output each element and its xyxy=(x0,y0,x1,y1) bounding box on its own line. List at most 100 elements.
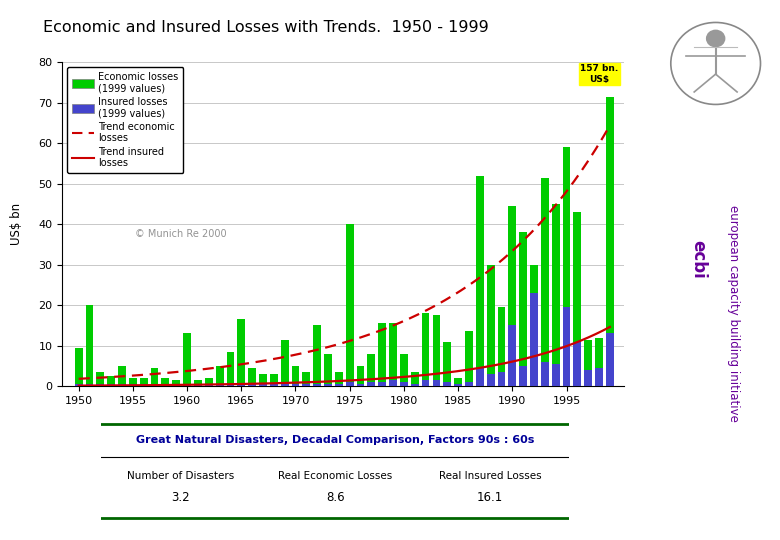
Bar xyxy=(389,380,397,386)
Bar xyxy=(226,352,234,386)
Bar xyxy=(498,307,505,386)
Bar xyxy=(140,384,147,386)
Text: © Munich Re 2000: © Munich Re 2000 xyxy=(136,229,227,239)
Bar xyxy=(86,305,94,386)
Legend: Economic losses
(1999 values), Insured losses
(1999 values), Trend economic
loss: Economic losses (1999 values), Insured l… xyxy=(67,67,183,173)
Bar xyxy=(595,338,603,386)
Bar xyxy=(454,384,462,386)
Bar xyxy=(378,323,386,386)
Bar xyxy=(606,97,614,386)
Bar xyxy=(97,372,105,386)
Bar xyxy=(476,368,484,386)
Bar xyxy=(151,384,158,386)
Bar xyxy=(183,333,191,386)
Bar xyxy=(335,372,342,386)
Bar xyxy=(270,374,278,386)
Bar xyxy=(248,368,256,386)
Bar xyxy=(292,384,300,386)
Bar xyxy=(129,378,136,386)
Bar xyxy=(487,374,495,386)
Bar xyxy=(400,382,408,386)
Bar xyxy=(216,384,224,386)
Bar xyxy=(411,384,419,386)
Bar xyxy=(465,382,473,386)
Bar xyxy=(584,370,592,386)
Bar xyxy=(335,384,342,386)
Bar xyxy=(433,380,441,386)
Bar xyxy=(509,325,516,386)
Bar xyxy=(433,315,441,386)
Bar xyxy=(237,384,245,386)
Text: Number of Disasters: Number of Disasters xyxy=(127,471,235,481)
Text: 157 bn.
US$: 157 bn. US$ xyxy=(580,64,619,84)
Y-axis label: US$ bn: US$ bn xyxy=(10,203,23,245)
Bar xyxy=(454,378,462,386)
Text: 3.2: 3.2 xyxy=(172,491,190,504)
Bar xyxy=(194,380,202,386)
Bar xyxy=(161,384,169,386)
Text: Great Natural Disasters, Decadal Comparison, Factors 90s : 60s: Great Natural Disasters, Decadal Compari… xyxy=(136,435,534,444)
Bar xyxy=(75,384,83,386)
Bar xyxy=(118,366,126,386)
Bar xyxy=(378,382,386,386)
Bar xyxy=(573,342,581,386)
Bar xyxy=(519,232,527,386)
Bar xyxy=(519,366,527,386)
Bar xyxy=(422,380,430,386)
Bar xyxy=(367,382,375,386)
Bar xyxy=(389,323,397,386)
Bar xyxy=(476,176,484,386)
Bar xyxy=(314,384,321,386)
Bar xyxy=(205,384,213,386)
Bar xyxy=(281,340,289,386)
Bar xyxy=(324,354,332,386)
Bar xyxy=(172,380,180,386)
Text: ecbi: ecbi xyxy=(689,240,707,279)
Bar xyxy=(303,372,310,386)
Bar xyxy=(270,384,278,386)
Text: 16.1: 16.1 xyxy=(477,491,503,504)
Bar xyxy=(118,384,126,386)
Text: Economic and Insured Losses with Trends.  1950 - 1999: Economic and Insured Losses with Trends.… xyxy=(43,20,488,35)
Bar xyxy=(151,368,158,386)
Bar xyxy=(183,384,191,386)
Circle shape xyxy=(706,30,725,48)
Text: 8.6: 8.6 xyxy=(326,491,345,504)
Text: european capacity building initiative: european capacity building initiative xyxy=(727,205,739,422)
Bar xyxy=(465,332,473,386)
Bar xyxy=(259,384,267,386)
Bar xyxy=(606,333,614,386)
Text: Real Insured Losses: Real Insured Losses xyxy=(438,471,541,481)
Bar xyxy=(216,366,224,386)
Bar xyxy=(108,376,115,386)
Bar xyxy=(346,382,353,386)
Bar xyxy=(443,342,451,386)
Bar xyxy=(161,378,169,386)
Bar xyxy=(97,384,105,386)
Bar xyxy=(443,382,451,386)
Bar xyxy=(573,212,581,386)
Bar xyxy=(248,384,256,386)
Bar xyxy=(303,384,310,386)
Bar xyxy=(237,319,245,386)
Bar xyxy=(259,374,267,386)
Bar xyxy=(314,325,321,386)
Bar xyxy=(108,384,115,386)
Bar xyxy=(551,364,559,386)
Bar xyxy=(400,354,408,386)
Bar xyxy=(541,362,549,386)
Bar xyxy=(584,340,592,386)
Bar xyxy=(498,372,505,386)
Bar xyxy=(530,265,538,386)
Bar xyxy=(562,147,570,386)
Bar xyxy=(509,206,516,386)
Bar xyxy=(411,372,419,386)
Bar xyxy=(324,384,332,386)
Bar xyxy=(205,378,213,386)
Bar xyxy=(356,366,364,386)
Bar xyxy=(346,224,353,386)
Bar xyxy=(541,178,549,386)
Bar xyxy=(595,368,603,386)
Bar xyxy=(530,293,538,386)
Bar xyxy=(140,378,147,386)
